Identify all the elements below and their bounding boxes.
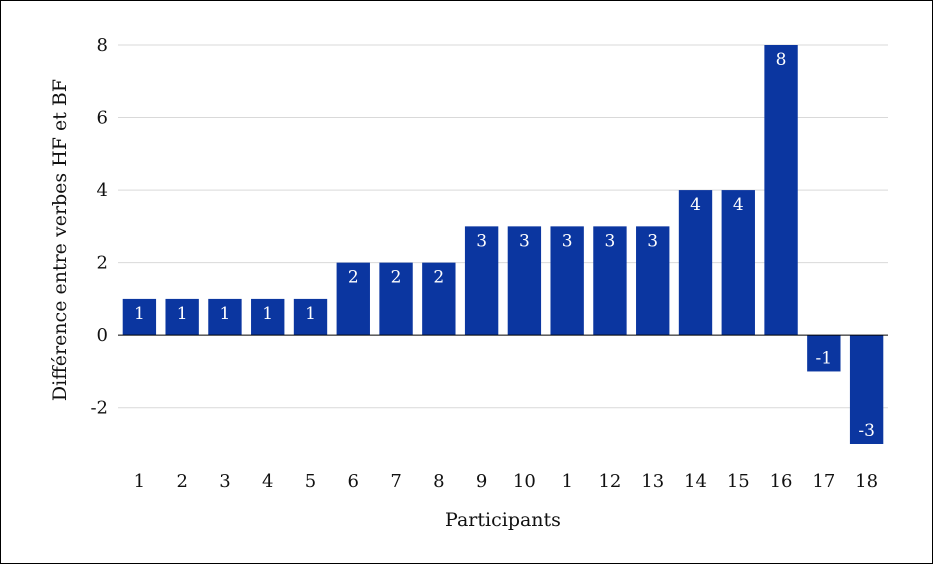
y-tick-label-2: 2 (97, 253, 108, 274)
bar-label-2: 1 (177, 304, 188, 324)
x-tick-label-10: 10 (513, 471, 536, 492)
x-tick-labels: 1 2 3 4 5 6 7 8 9 10 1 12 13 14 15 16 17 18 (134, 471, 878, 492)
y-tick-label-3: 4 (97, 180, 108, 201)
x-tick-label-11: 1 (561, 471, 572, 492)
x-tick-label-13: 13 (641, 471, 664, 492)
x-tick-label-15: 15 (727, 471, 750, 492)
x-tick-label-1: 1 (134, 471, 145, 492)
bars (122, 45, 884, 444)
bar-label-3: 1 (220, 304, 231, 324)
bar-9 (464, 226, 499, 336)
x-tick-label-16: 16 (770, 471, 793, 492)
x-tick-label-17: 17 (812, 471, 835, 492)
gridlines (118, 44, 888, 409)
y-axis-title: Différence entre verbes HF et BF (49, 79, 71, 401)
x-tick-label-3: 3 (219, 471, 230, 492)
bar-16 (764, 45, 798, 336)
x-tick-label-8: 8 (433, 471, 444, 492)
y-tick-labels: -2 0 2 4 6 8 (90, 35, 108, 419)
bar-label-11: 3 (562, 231, 573, 251)
x-tick-label-14: 14 (684, 471, 707, 492)
bar-4 (251, 298, 285, 336)
x-tick-label-18: 18 (855, 471, 878, 492)
bar-label-4: 1 (262, 304, 273, 324)
bar-3 (208, 298, 242, 336)
bar-14 (678, 190, 713, 336)
bar-label-5: 1 (305, 304, 316, 324)
bar-label-12: 3 (605, 231, 616, 251)
x-tick-label-12: 12 (598, 471, 621, 492)
bar-8 (422, 262, 456, 336)
bar-12 (593, 226, 627, 336)
bar-label-10: 3 (519, 231, 530, 251)
y-tick-label-4: 6 (97, 108, 108, 129)
bar-7 (379, 262, 413, 336)
x-tick-label-7: 7 (390, 471, 401, 492)
bar-label-8: 2 (433, 268, 444, 288)
bar-18 (849, 335, 884, 444)
y-tick-label-5: 8 (97, 35, 108, 56)
y-tick-label-1: 0 (97, 325, 108, 346)
bar-label-14: 4 (690, 195, 701, 215)
x-tick-label-5: 5 (305, 471, 316, 492)
bar-6 (336, 262, 370, 336)
bar-label-15: 4 (733, 195, 744, 215)
bar-label-6: 2 (348, 268, 359, 288)
x-tick-label-4: 4 (262, 471, 273, 492)
y-tick-label-0: -2 (90, 398, 108, 419)
bar-label-9: 3 (476, 231, 487, 251)
bar-10 (507, 226, 542, 336)
bar-1 (122, 298, 157, 336)
bar-15 (721, 190, 755, 336)
bar-label-16: 8 (776, 50, 787, 70)
x-tick-label-9: 9 (476, 471, 487, 492)
x-axis-title: Participants (445, 509, 561, 531)
bar-label-18: -3 (858, 421, 875, 441)
bar-5 (293, 298, 328, 336)
bar-13 (636, 226, 670, 336)
bar-17 (807, 335, 841, 372)
bar-label-1: 1 (134, 304, 145, 324)
bar-2 (165, 298, 199, 336)
x-tick-label-6: 6 (348, 471, 359, 492)
bar-11 (550, 226, 584, 336)
x-tick-label-2: 2 (176, 471, 187, 492)
bar-labels: 1 1 1 1 1 2 2 2 3 3 3 3 3 4 4 8 -1 -3 (134, 50, 875, 441)
bar-label-7: 2 (391, 268, 402, 288)
bar-label-17: -1 (816, 348, 833, 368)
bar-label-13: 3 (647, 231, 658, 251)
